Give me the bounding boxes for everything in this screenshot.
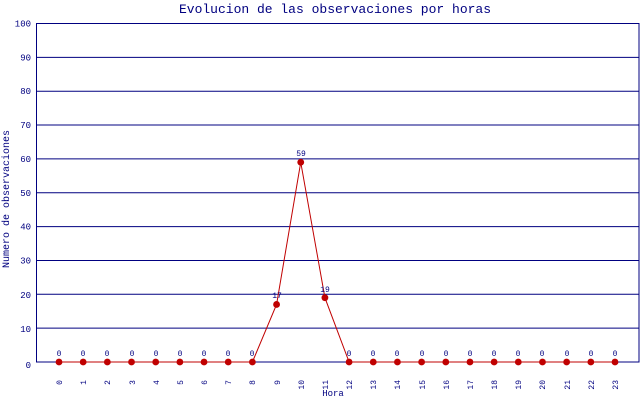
svg-text:21: 21	[564, 380, 573, 390]
svg-text:12: 12	[346, 380, 355, 390]
svg-text:100: 100	[15, 20, 31, 30]
svg-text:0: 0	[154, 350, 159, 359]
svg-text:Evolucion de las observaciones: Evolucion de las observaciones por horas	[179, 2, 491, 17]
svg-text:10: 10	[20, 325, 31, 335]
svg-text:0: 0	[130, 350, 135, 359]
svg-text:17: 17	[272, 292, 282, 301]
svg-text:0: 0	[395, 350, 400, 359]
svg-text:17: 17	[467, 380, 476, 390]
svg-text:3: 3	[129, 380, 138, 385]
svg-text:0: 0	[226, 350, 231, 359]
svg-text:90: 90	[20, 54, 31, 64]
svg-text:0: 0	[492, 350, 497, 359]
svg-text:0: 0	[420, 350, 425, 359]
svg-text:59: 59	[296, 150, 306, 159]
svg-text:4: 4	[153, 380, 162, 385]
svg-text:19: 19	[320, 286, 330, 295]
svg-text:0: 0	[81, 350, 86, 359]
svg-text:16: 16	[443, 380, 452, 390]
svg-text:0: 0	[371, 350, 376, 359]
svg-text:0: 0	[250, 350, 255, 359]
svg-text:14: 14	[394, 380, 403, 390]
svg-text:0: 0	[347, 350, 352, 359]
svg-text:0: 0	[178, 350, 183, 359]
svg-text:0: 0	[540, 350, 545, 359]
svg-text:60: 60	[20, 155, 31, 165]
svg-text:0: 0	[105, 350, 110, 359]
svg-text:8: 8	[249, 380, 258, 385]
svg-text:0: 0	[468, 350, 473, 359]
svg-text:20: 20	[539, 380, 548, 390]
svg-text:13: 13	[370, 380, 379, 390]
svg-text:0: 0	[26, 361, 31, 371]
svg-text:22: 22	[588, 380, 597, 390]
svg-text:40: 40	[20, 223, 31, 233]
svg-text:Numero de observaciones: Numero de observaciones	[1, 130, 13, 268]
svg-text:7: 7	[225, 380, 234, 385]
svg-text:0: 0	[444, 350, 449, 359]
svg-text:6: 6	[201, 380, 210, 385]
svg-text:30: 30	[20, 257, 31, 267]
svg-text:0: 0	[516, 350, 521, 359]
svg-text:0: 0	[613, 350, 618, 359]
svg-text:0: 0	[56, 380, 65, 385]
svg-text:9: 9	[274, 380, 283, 385]
svg-text:0: 0	[57, 350, 62, 359]
svg-text:2: 2	[104, 380, 113, 385]
svg-text:5: 5	[177, 380, 186, 385]
svg-text:20: 20	[20, 291, 31, 301]
svg-text:10: 10	[298, 380, 307, 390]
svg-text:70: 70	[20, 121, 31, 131]
svg-text:50: 50	[20, 189, 31, 199]
svg-text:18: 18	[491, 380, 500, 390]
svg-text:23: 23	[612, 380, 621, 390]
svg-text:15: 15	[419, 380, 428, 390]
svg-text:0: 0	[202, 350, 207, 359]
svg-text:11: 11	[322, 380, 331, 390]
svg-text:0: 0	[589, 350, 594, 359]
svg-text:1: 1	[80, 380, 89, 385]
svg-text:80: 80	[20, 87, 31, 97]
svg-text:0: 0	[565, 350, 570, 359]
svg-text:19: 19	[515, 380, 524, 390]
